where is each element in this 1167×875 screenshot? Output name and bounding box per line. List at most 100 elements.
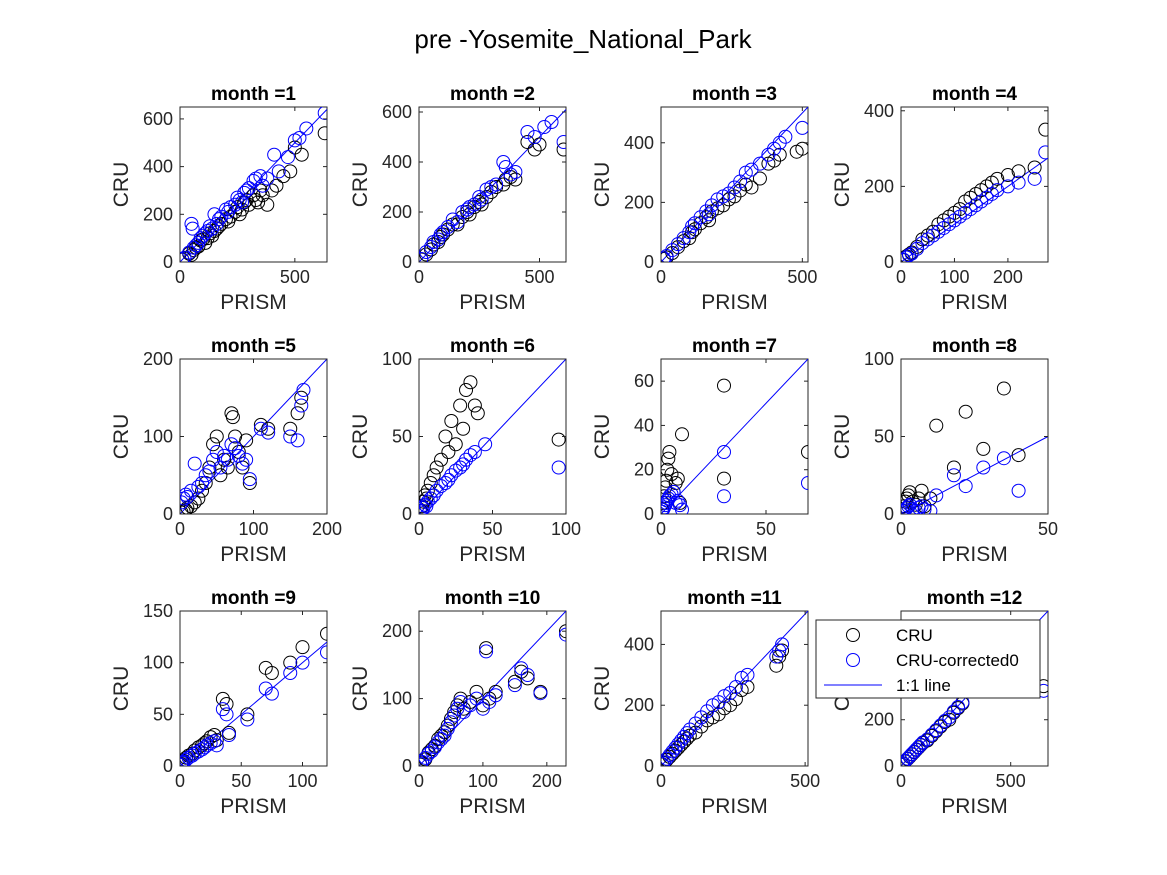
data-point — [1011, 448, 1026, 463]
legend-marker-cru-corrected0 — [846, 653, 860, 667]
data-point — [180, 250, 192, 262]
data-point — [251, 195, 266, 210]
data-point — [911, 740, 926, 755]
y-tick-label: 0 — [402, 756, 412, 776]
data-point — [447, 705, 462, 720]
data-point — [453, 398, 468, 413]
y-tick-label: 200 — [864, 176, 894, 196]
data-point — [295, 640, 310, 655]
data-point — [674, 733, 689, 748]
data-point — [419, 245, 434, 259]
data-point — [253, 417, 268, 432]
data-point — [769, 649, 784, 664]
data-point — [217, 452, 232, 467]
data-point — [752, 171, 767, 186]
data-point — [1011, 175, 1026, 190]
data-point — [532, 137, 547, 152]
subplot-month-3: 0 500 0 200 400 month =3 PRISM CRU — [591, 84, 817, 314]
data-point — [180, 495, 189, 510]
data-point — [958, 479, 973, 494]
y-axis-label: CRU — [591, 162, 614, 208]
data-point — [217, 448, 232, 463]
data-point — [717, 471, 731, 486]
y-tick-label: 0 — [163, 252, 173, 272]
data-point — [537, 120, 552, 134]
data-point — [544, 115, 559, 129]
y-tick-label: 100 — [382, 689, 412, 709]
data-point — [253, 169, 268, 184]
data-point — [527, 130, 542, 144]
y-tick-label: 0 — [644, 252, 654, 272]
x-axis-label: PRISM — [220, 291, 287, 314]
data-point — [929, 418, 944, 433]
legend-marker-cru — [846, 628, 860, 642]
data-point — [455, 210, 470, 224]
x-axis-label: PRISM — [701, 795, 768, 818]
data-point — [419, 252, 429, 262]
subplot-title: month =1 — [211, 84, 296, 105]
subplot-title: month =12 — [927, 588, 1023, 609]
data-point — [929, 723, 944, 738]
data-point — [702, 207, 717, 222]
data-point — [240, 712, 255, 727]
data-point — [271, 164, 286, 179]
legend-label: CRU — [896, 626, 933, 645]
data-point — [662, 748, 677, 763]
data-point — [974, 194, 989, 209]
data-point — [199, 738, 214, 753]
data-point — [198, 468, 213, 483]
data-point — [478, 437, 493, 452]
data-point — [440, 721, 455, 736]
subplot-month-9: 0 50 100 0 50 100 150 month =9 PRISM CRU — [110, 588, 328, 818]
data-point — [958, 194, 973, 209]
subplot-title: month =6 — [450, 336, 535, 357]
data-point — [219, 697, 234, 711]
data-point — [202, 219, 217, 234]
data-point — [264, 183, 279, 198]
data-point — [180, 487, 193, 502]
data-point — [228, 197, 243, 212]
x-tick-label: 0 — [896, 771, 906, 791]
data-point — [235, 195, 250, 210]
data-point — [239, 433, 254, 448]
data-point — [520, 671, 535, 686]
data-point — [976, 441, 991, 456]
subplot-title: month =9 — [211, 588, 296, 609]
data-point — [187, 746, 202, 761]
data-point — [195, 476, 210, 490]
data-point — [212, 212, 227, 227]
data-point — [434, 732, 449, 747]
y-tick-label: 0 — [163, 504, 173, 524]
data-point — [437, 725, 452, 740]
data-point — [508, 165, 523, 179]
data-point — [180, 757, 189, 766]
data-point — [915, 735, 930, 750]
data-point — [203, 736, 218, 751]
x-tick-label: 100 — [287, 771, 317, 791]
data-point — [984, 175, 999, 190]
data-point — [441, 472, 456, 487]
data-point — [261, 425, 276, 440]
data-point — [186, 240, 201, 255]
data-point — [661, 462, 675, 477]
data-point — [666, 484, 681, 499]
data-point — [905, 502, 920, 514]
data-point — [947, 213, 962, 228]
data-point — [474, 192, 489, 207]
data-point — [662, 445, 677, 459]
data-point — [283, 655, 298, 670]
data-point — [946, 704, 961, 719]
data-point — [685, 219, 700, 234]
x-tick-label: 200 — [532, 771, 562, 791]
data-point — [1038, 122, 1048, 137]
data-point — [677, 729, 692, 744]
data-point — [215, 702, 230, 717]
data-point — [437, 728, 452, 743]
data-point — [559, 627, 566, 642]
y-axis-label: CRU — [591, 414, 614, 460]
data-point — [191, 491, 206, 506]
y-tick-label: 0 — [163, 756, 173, 776]
data-point — [920, 232, 935, 247]
data-point — [963, 202, 978, 217]
data-point — [299, 121, 314, 136]
